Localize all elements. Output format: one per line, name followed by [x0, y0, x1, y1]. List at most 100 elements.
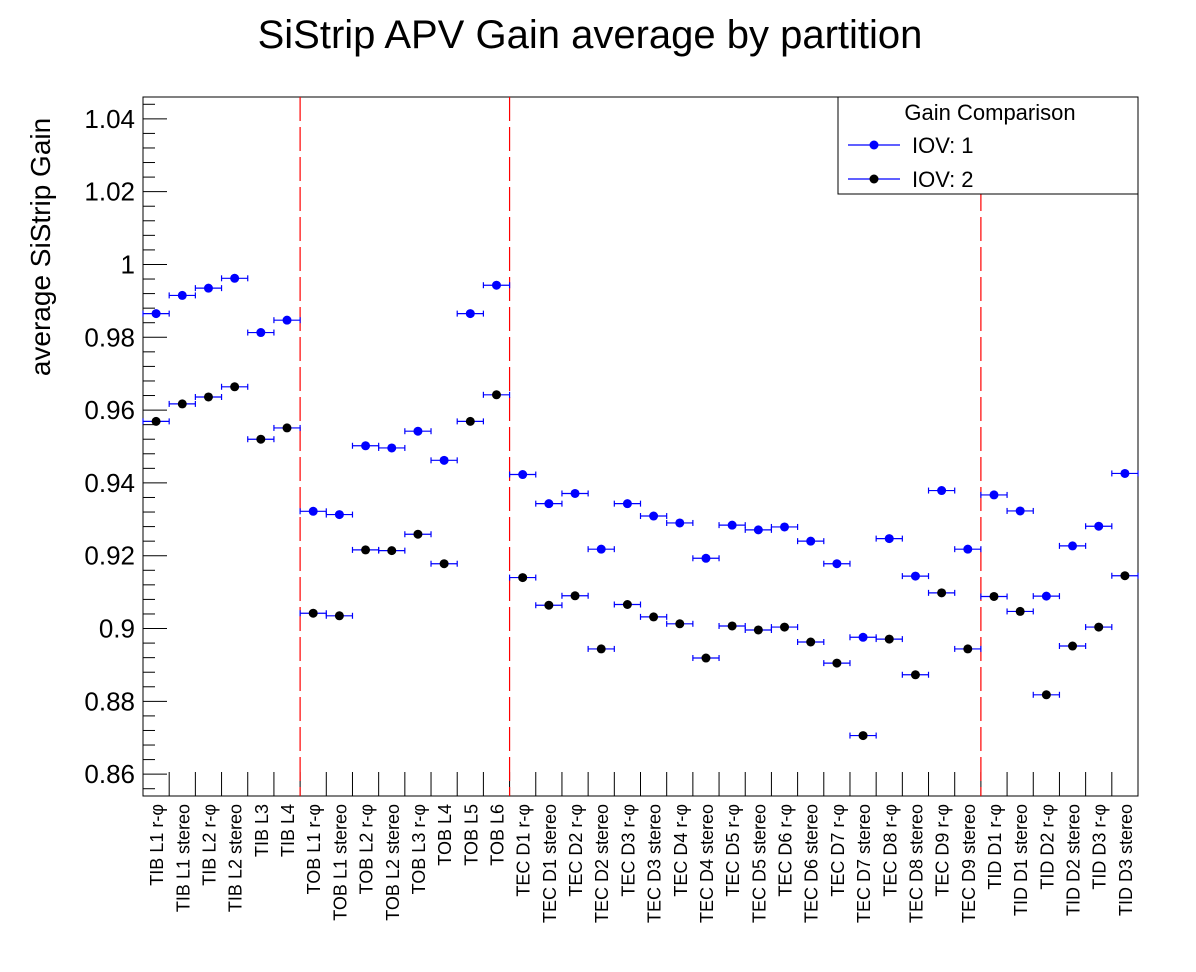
data-point	[989, 591, 999, 601]
x-tick-label: TID D2 stereo	[1064, 804, 1084, 916]
legend: Gain Comparison IOV: 1 IOV: 2	[837, 96, 1139, 195]
data-point	[361, 545, 371, 555]
data-point	[1068, 541, 1078, 551]
x-tick-label: TEC D5 stereo	[749, 804, 769, 923]
data-point	[439, 559, 449, 569]
data-point	[413, 529, 423, 539]
data-point	[937, 486, 947, 496]
data-point	[701, 553, 711, 563]
x-tick-label: TEC D6 stereo	[802, 804, 822, 923]
x-tick-label: TID D3 stereo	[1116, 804, 1136, 916]
data-point	[1015, 606, 1025, 616]
x-tick-label: TEC D8 stereo	[906, 804, 926, 923]
data-point	[780, 522, 790, 532]
y-tick-label: 0.86	[84, 759, 135, 789]
y-tick-label: 1.04	[84, 104, 135, 134]
x-tick-label: TIB L2 stereo	[226, 804, 246, 912]
data-point	[230, 273, 240, 283]
y-tick-label: 0.96	[84, 395, 135, 425]
y-axis-label: average SiStrip Gain	[25, 118, 56, 376]
data-point	[753, 525, 763, 535]
data-point	[649, 511, 659, 521]
data-point	[413, 426, 423, 436]
data-point	[727, 520, 737, 530]
data-point	[675, 619, 685, 629]
x-tick-label: TOB L6	[487, 804, 507, 866]
data-point	[544, 499, 554, 509]
data-point	[806, 536, 816, 546]
data-point	[308, 608, 318, 618]
x-tick-label: TEC D1 r-φ	[514, 804, 534, 897]
x-tick-label: TOB L4	[435, 804, 455, 866]
data-point	[727, 621, 737, 631]
x-tick-label: TOB L3 r-φ	[409, 804, 429, 894]
data-point	[491, 390, 501, 400]
data-point	[675, 518, 685, 528]
data-point	[151, 309, 161, 319]
data-point	[544, 600, 554, 610]
x-tick-label: TIB L3	[252, 804, 272, 857]
x-tick-label: TOB L2 stereo	[383, 804, 403, 921]
data-point	[439, 455, 449, 465]
data-point	[649, 612, 659, 622]
legend-marker	[869, 140, 879, 150]
plot-frame	[142, 96, 1139, 797]
y-tick-label: 0.9	[99, 614, 135, 644]
x-tick-label: TIB L1 r-φ	[147, 804, 167, 886]
data-point	[491, 280, 501, 290]
data-point	[282, 315, 292, 325]
x-tick-label: TEC D9 stereo	[959, 804, 979, 923]
data-point	[203, 392, 213, 402]
x-tick-label: TIB L4	[278, 804, 298, 857]
data-point	[753, 625, 763, 635]
data-point	[334, 611, 344, 621]
x-tick-label: TEC D9 r-φ	[933, 804, 953, 897]
data-point	[596, 644, 606, 654]
y-tick-label: 1.02	[84, 177, 135, 207]
data-point	[230, 382, 240, 392]
x-tick-label: TEC D3 stereo	[645, 804, 665, 923]
x-tick-label: TEC D4 r-φ	[671, 804, 691, 897]
data-point	[570, 591, 580, 601]
x-tick-label: TOB L5	[461, 804, 481, 866]
data-point	[570, 488, 580, 498]
data-point	[387, 546, 397, 556]
data-point	[1015, 506, 1025, 516]
x-tick-label: TEC D6 r-φ	[776, 804, 796, 897]
data-point	[858, 731, 868, 741]
data-point	[1120, 468, 1130, 478]
x-tick-label: TEC D7 r-φ	[828, 804, 848, 897]
chart-title: SiStrip APV Gain average by partition	[258, 13, 923, 57]
data-point	[1094, 622, 1104, 632]
x-tick-label: TID D1 stereo	[1011, 804, 1031, 916]
data-point	[858, 632, 868, 642]
y-tick-label: 0.98	[84, 322, 135, 352]
y-tick-label: 0.92	[84, 541, 135, 571]
data-point	[1041, 591, 1051, 601]
data-point	[151, 416, 161, 426]
y-tick-label: 0.88	[84, 686, 135, 716]
x-tick-label: TOB L2 r-φ	[357, 804, 377, 894]
x-tick-label: TEC D7 stereo	[854, 804, 874, 923]
x-tick-label: TIB L2 r-φ	[199, 804, 219, 886]
data-point	[1041, 690, 1051, 700]
legend-entry-label: IOV: 2	[912, 167, 974, 192]
x-tick-label: TEC D8 r-φ	[880, 804, 900, 897]
legend-marker	[869, 174, 879, 184]
data-point	[832, 559, 842, 569]
x-tick-label: TEC D2 r-φ	[566, 804, 586, 897]
x-tick-label: TEC D1 stereo	[540, 804, 560, 923]
data-point	[518, 470, 528, 480]
data-point	[361, 441, 371, 451]
data-point	[308, 506, 318, 516]
plot-area: 0.86 0.88 0.9 0.92 0.94 0.96 0.98 1 1.02 1.04 TIB …	[84, 96, 1139, 923]
data-point	[780, 622, 790, 632]
data-point	[465, 309, 475, 319]
x-tick-label: TEC D4 stereo	[697, 804, 717, 923]
data-point	[622, 600, 632, 610]
x-tick-label: TID D3 r-φ	[1090, 804, 1110, 890]
data-point	[701, 653, 711, 663]
x-tick-label: TOB L1 r-φ	[304, 804, 324, 894]
x-tick-label: TEC D5 r-φ	[723, 804, 743, 897]
data-point	[334, 510, 344, 520]
